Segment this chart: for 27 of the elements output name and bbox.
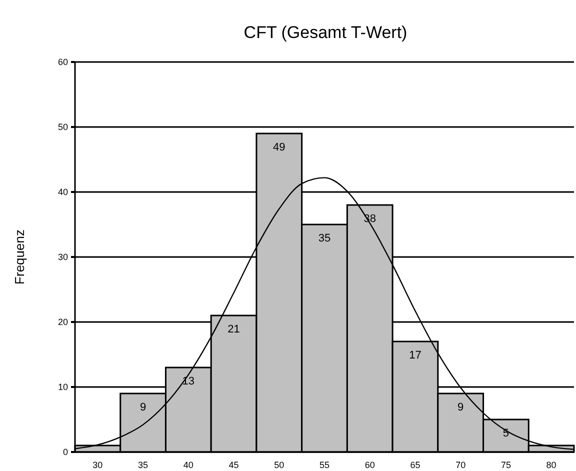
data-label: 35 (318, 232, 331, 244)
x-tick-label: 80 (546, 460, 556, 470)
y-tick-label: 0 (62, 447, 68, 457)
x-tick-label: 35 (138, 460, 148, 470)
x-tick-label: 65 (410, 460, 420, 470)
data-label: 17 (409, 350, 422, 362)
y-axis-title: Frequenz (12, 230, 27, 284)
y-tick-label: 50 (58, 122, 68, 132)
data-label: 9 (140, 402, 146, 414)
x-tick-label: 30 (92, 460, 103, 470)
y-tick-label: 40 (58, 187, 68, 197)
data-label: 9 (458, 402, 464, 414)
y-tick-label: 20 (58, 317, 68, 327)
x-tick-label: 45 (228, 460, 239, 470)
data-label: 49 (273, 142, 286, 154)
y-tick-label: 30 (58, 252, 68, 262)
x-tick-label: 75 (500, 460, 511, 470)
y-tick-label: 60 (58, 57, 68, 67)
chart-title: CFT (Gesamt T-Wert) (244, 23, 408, 42)
data-label: 13 (182, 376, 195, 388)
y-tick-label: 10 (58, 382, 68, 392)
x-tick-label: 60 (364, 460, 375, 470)
x-tick-label: 50 (274, 460, 284, 470)
x-tick-label: 40 (183, 460, 194, 470)
x-tick-label: 55 (319, 460, 330, 470)
x-tick-label: 70 (456, 460, 466, 470)
data-label: 21 (228, 324, 240, 336)
